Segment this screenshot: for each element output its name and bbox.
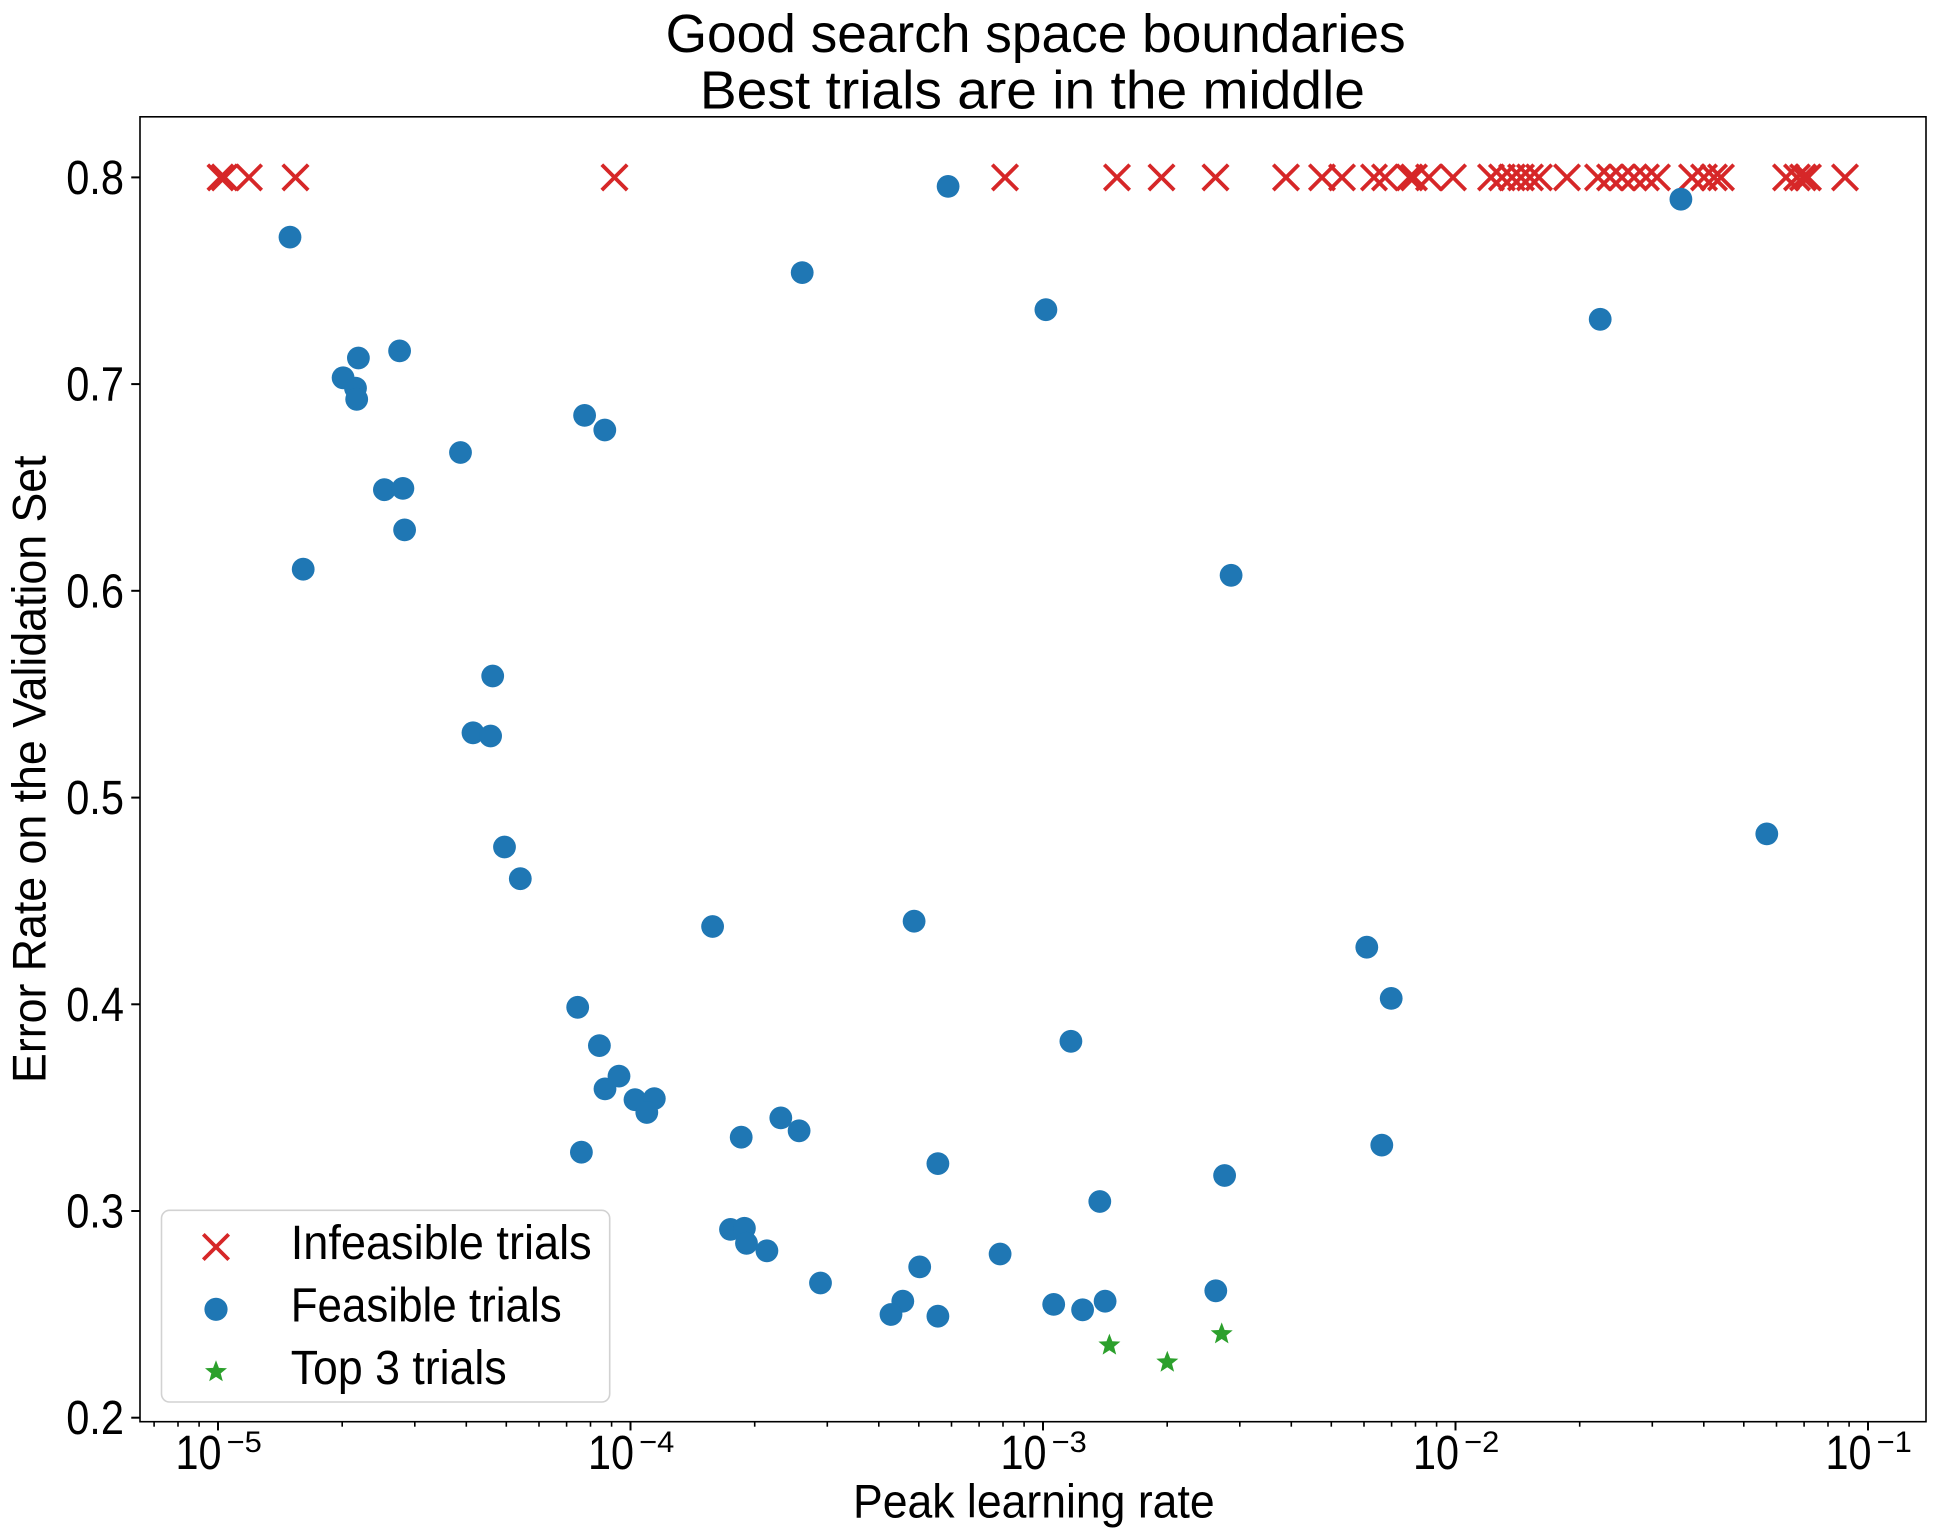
svg-text:Best trials are in the middle: Best trials are in the middle xyxy=(700,60,1365,120)
svg-text:−4: −4 xyxy=(639,1426,674,1459)
svg-text:10: 10 xyxy=(1826,1427,1872,1480)
svg-text:Infeasible trials: Infeasible trials xyxy=(291,1217,592,1270)
svg-text:Good search space boundaries: Good search space boundaries xyxy=(666,4,1406,64)
svg-text:0.5: 0.5 xyxy=(66,772,124,825)
svg-text:0.2: 0.2 xyxy=(66,1392,124,1445)
svg-text:0.3: 0.3 xyxy=(66,1186,124,1239)
svg-text:−2: −2 xyxy=(1464,1426,1499,1459)
svg-text:−3: −3 xyxy=(1052,1426,1087,1459)
svg-text:0.7: 0.7 xyxy=(66,359,124,412)
svg-text:10: 10 xyxy=(1001,1427,1047,1480)
svg-text:0.8: 0.8 xyxy=(66,152,124,205)
svg-text:10: 10 xyxy=(588,1427,634,1480)
svg-text:0.6: 0.6 xyxy=(66,565,124,618)
svg-text:Peak learning rate: Peak learning rate xyxy=(853,1474,1215,1527)
svg-text:10: 10 xyxy=(1413,1427,1459,1480)
svg-text:−1: −1 xyxy=(1877,1426,1912,1459)
svg-text:Error Rate on the Validation S: Error Rate on the Validation Set xyxy=(3,455,56,1082)
svg-text:−5: −5 xyxy=(227,1426,262,1459)
svg-text:10: 10 xyxy=(176,1427,222,1480)
svg-text:Top 3 trials: Top 3 trials xyxy=(291,1342,507,1395)
svg-text:0.4: 0.4 xyxy=(66,979,124,1032)
svg-text:Feasible trials: Feasible trials xyxy=(291,1279,562,1332)
